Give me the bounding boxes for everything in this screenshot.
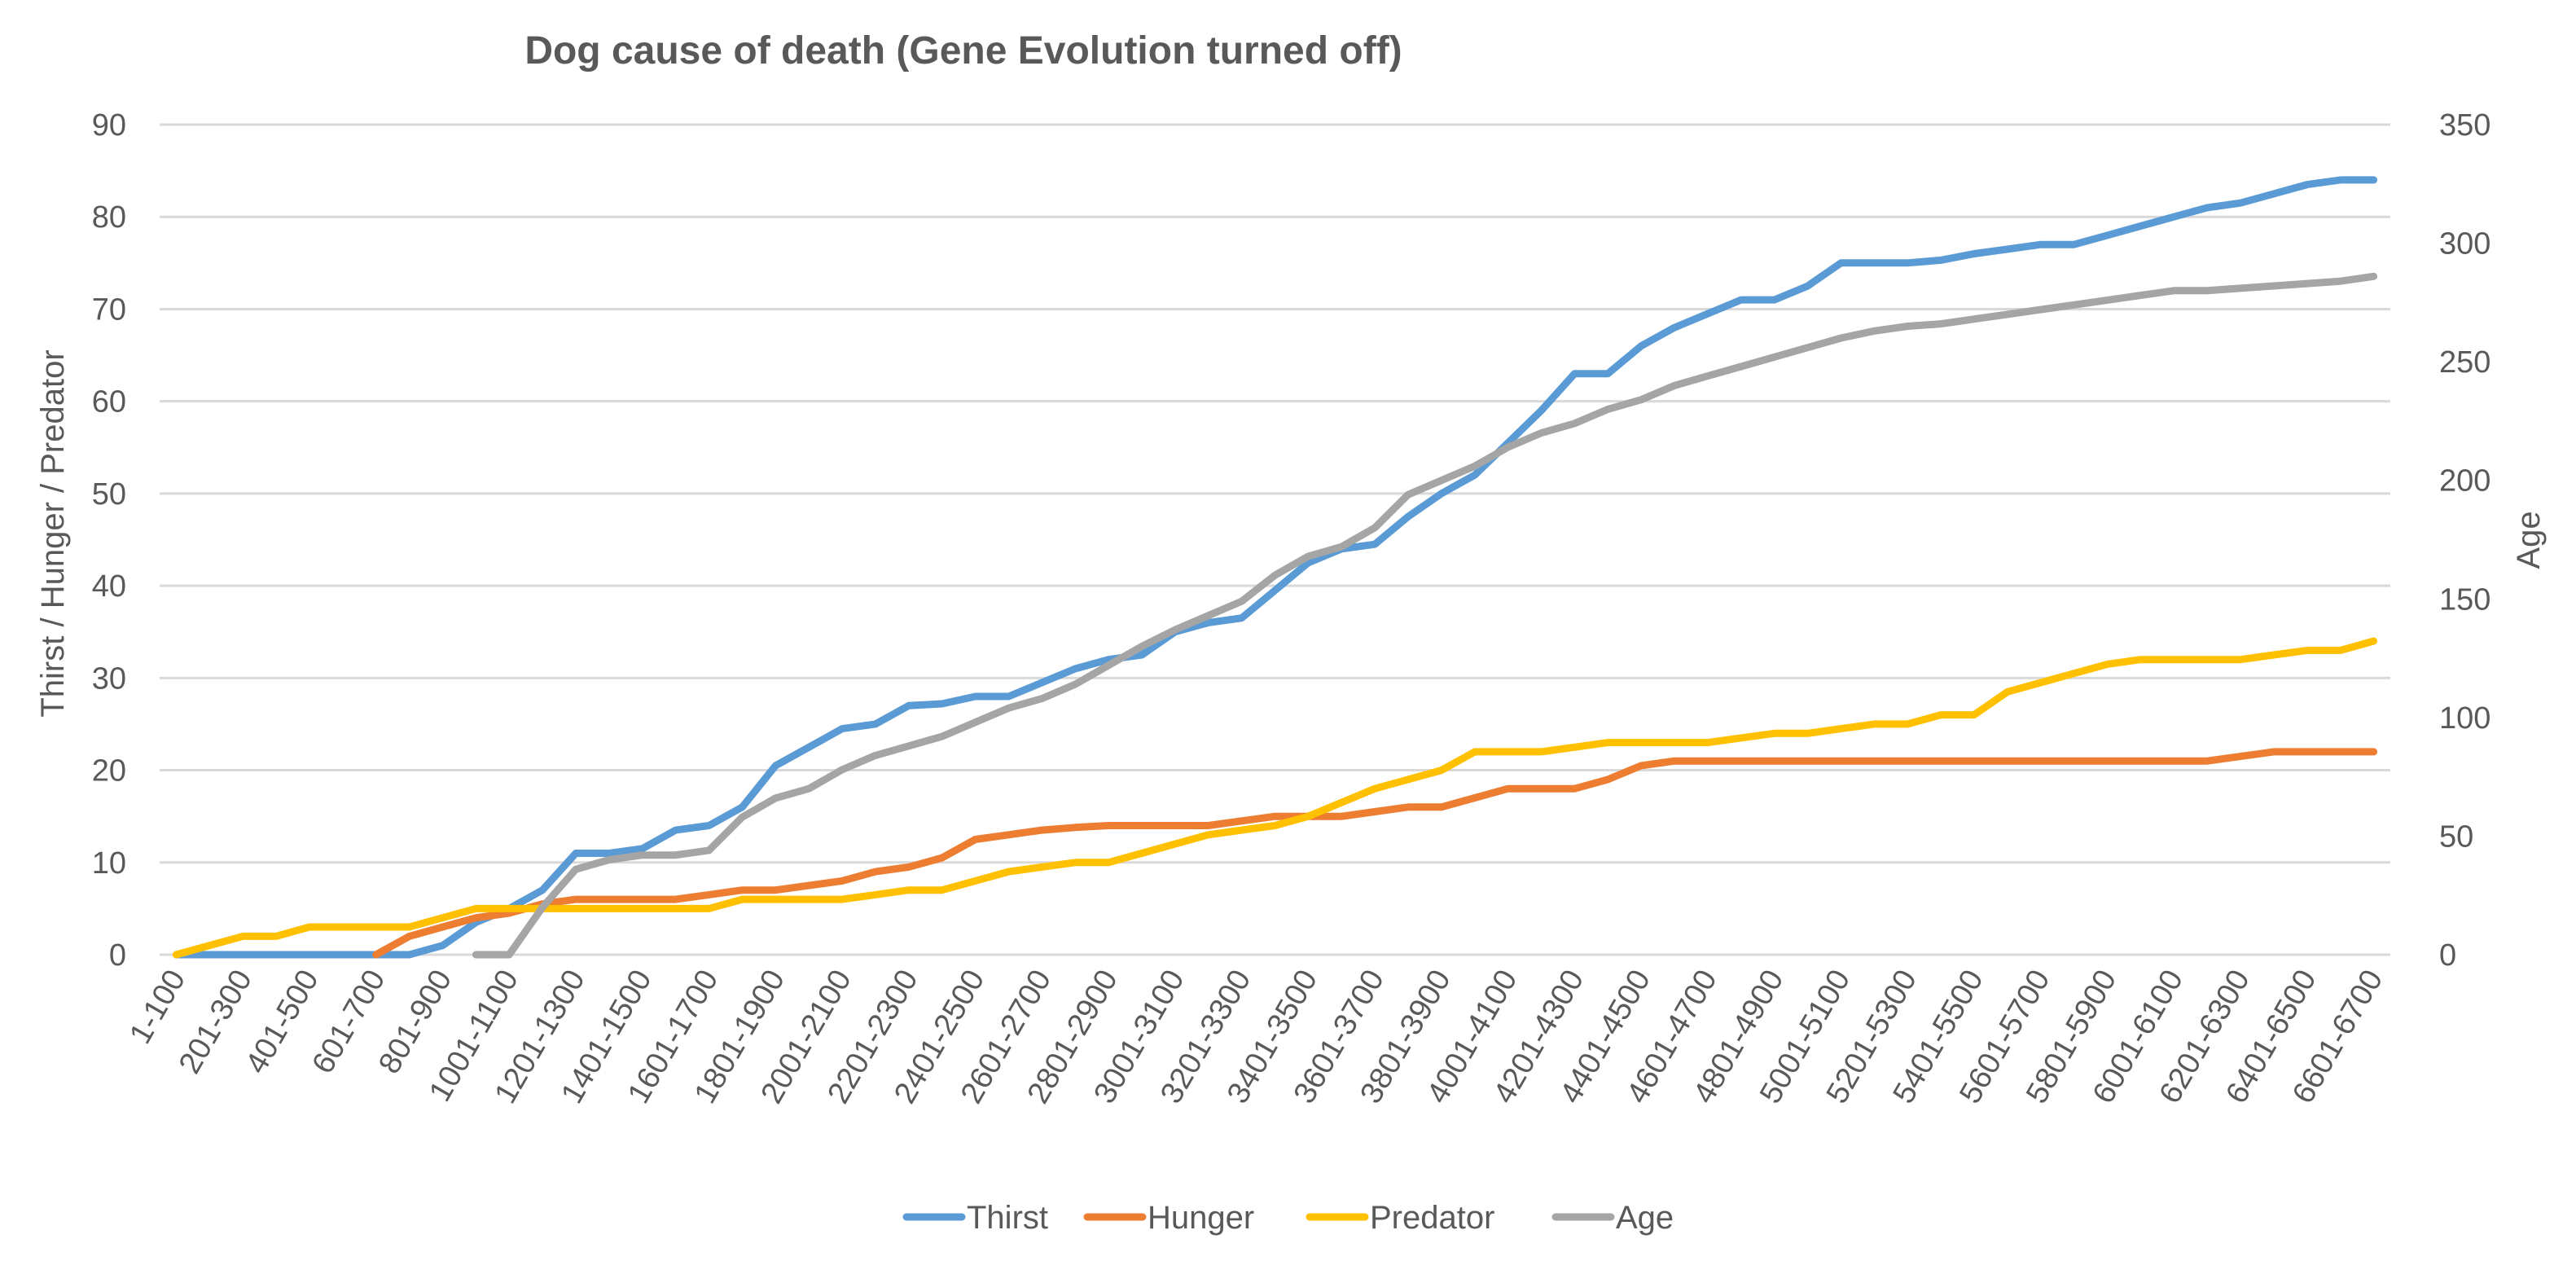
y-axis-left: 0 10 20 30 40 50 60 70 80 90 xyxy=(92,108,126,973)
series-line-predator xyxy=(172,637,2378,959)
y-tick-label: 30 xyxy=(92,661,126,696)
y-tick-label: 0 xyxy=(109,938,126,973)
y-tick-label: 20 xyxy=(92,754,126,789)
legend-label-age: Age xyxy=(1616,1200,1674,1236)
x-axis: 1-100201-300401-500601-700801-9001001-11… xyxy=(123,964,2389,1109)
gridlines xyxy=(160,123,2390,956)
y2-tick-label: 200 xyxy=(2439,464,2490,499)
y2-tick-label: 100 xyxy=(2439,701,2490,736)
legend-label-hunger: Hunger xyxy=(1148,1200,1254,1236)
y-tick-label: 60 xyxy=(92,385,126,420)
y-axis-title: Thirst / Hunger / Predator xyxy=(35,349,71,717)
series-lines xyxy=(172,176,2378,959)
series-line-thirst xyxy=(172,176,2378,959)
chart-title: Dog cause of death (Gene Evolution turne… xyxy=(524,29,1402,72)
y-tick-label: 70 xyxy=(92,292,126,327)
y2-tick-label: 350 xyxy=(2439,108,2490,143)
legend-label-predator: Predator xyxy=(1370,1200,1494,1236)
y-tick-label: 80 xyxy=(92,200,126,235)
series-line-hunger xyxy=(372,748,2378,959)
y2-tick-label: 250 xyxy=(2439,345,2490,380)
y-tick-label: 10 xyxy=(92,846,126,881)
legend-label-thirst: Thirst xyxy=(967,1200,1048,1236)
series-line-age xyxy=(472,272,2378,959)
y2-tick-label: 50 xyxy=(2439,819,2473,854)
x-tick-label: 1-100 xyxy=(123,964,192,1050)
y2-tick-label: 150 xyxy=(2439,582,2490,617)
y2-axis-title: Age xyxy=(2511,511,2547,569)
legend: Thirst Hunger Predator Age xyxy=(902,1200,1674,1236)
y-axis-right: 0 50 100 150 200 250 300 350 xyxy=(2439,108,2490,973)
y2-tick-label: 0 xyxy=(2439,938,2456,973)
y-tick-label: 90 xyxy=(92,108,126,143)
y-tick-label: 40 xyxy=(92,569,126,604)
y2-tick-label: 300 xyxy=(2439,227,2490,261)
y-tick-label: 50 xyxy=(92,477,126,512)
